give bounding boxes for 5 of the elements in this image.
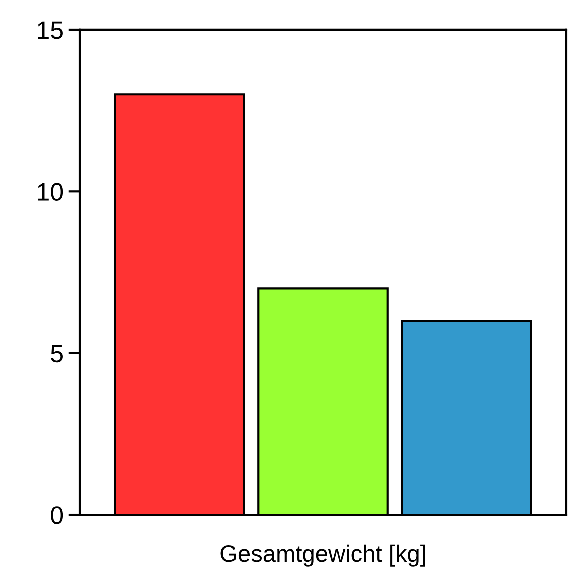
y-tick-label: 5 xyxy=(51,345,63,363)
y-tick-label: 15 xyxy=(38,22,63,40)
x-axis-title: Gesamtgewicht [kg] xyxy=(220,544,426,567)
y-tick-label: 0 xyxy=(51,506,64,524)
y-tick-label: 10 xyxy=(38,183,64,201)
